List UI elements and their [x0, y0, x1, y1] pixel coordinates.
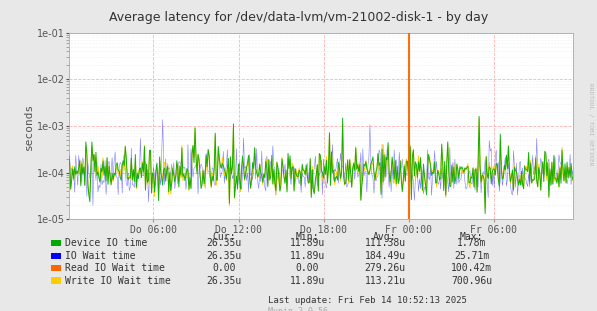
- Text: 11.89u: 11.89u: [290, 276, 325, 285]
- Text: RRDTOOL / TOBI OETIKER: RRDTOOL / TOBI OETIKER: [589, 83, 593, 166]
- Text: Read IO Wait time: Read IO Wait time: [65, 263, 165, 273]
- Text: IO Wait time: IO Wait time: [65, 251, 136, 261]
- Text: 1.78m: 1.78m: [457, 238, 487, 248]
- Text: 0.00: 0.00: [296, 263, 319, 273]
- Text: Average latency for /dev/data-lvm/vm-21002-disk-1 - by day: Average latency for /dev/data-lvm/vm-210…: [109, 11, 488, 24]
- Text: 184.49u: 184.49u: [365, 251, 405, 261]
- Y-axis label: seconds: seconds: [24, 102, 33, 150]
- Text: 11.89u: 11.89u: [290, 251, 325, 261]
- Text: Device IO time: Device IO time: [65, 238, 147, 248]
- Text: 113.21u: 113.21u: [365, 276, 405, 285]
- Text: Last update: Fri Feb 14 10:52:13 2025: Last update: Fri Feb 14 10:52:13 2025: [267, 296, 467, 305]
- Text: 700.96u: 700.96u: [451, 276, 492, 285]
- Text: 279.26u: 279.26u: [365, 263, 405, 273]
- Text: 26.35u: 26.35u: [206, 276, 242, 285]
- Text: 11.89u: 11.89u: [290, 238, 325, 248]
- Text: Write IO Wait time: Write IO Wait time: [65, 276, 171, 285]
- Text: 100.42m: 100.42m: [451, 263, 492, 273]
- Text: 26.35u: 26.35u: [206, 251, 242, 261]
- Text: Cur:: Cur:: [212, 232, 236, 242]
- Text: Max:: Max:: [460, 232, 484, 242]
- Text: 111.38u: 111.38u: [365, 238, 405, 248]
- Text: 26.35u: 26.35u: [206, 238, 242, 248]
- Text: 25.71m: 25.71m: [454, 251, 490, 261]
- Text: Avg:: Avg:: [373, 232, 397, 242]
- Text: Min:: Min:: [296, 232, 319, 242]
- Text: Munin 2.0.56: Munin 2.0.56: [269, 307, 328, 311]
- Text: 0.00: 0.00: [212, 263, 236, 273]
